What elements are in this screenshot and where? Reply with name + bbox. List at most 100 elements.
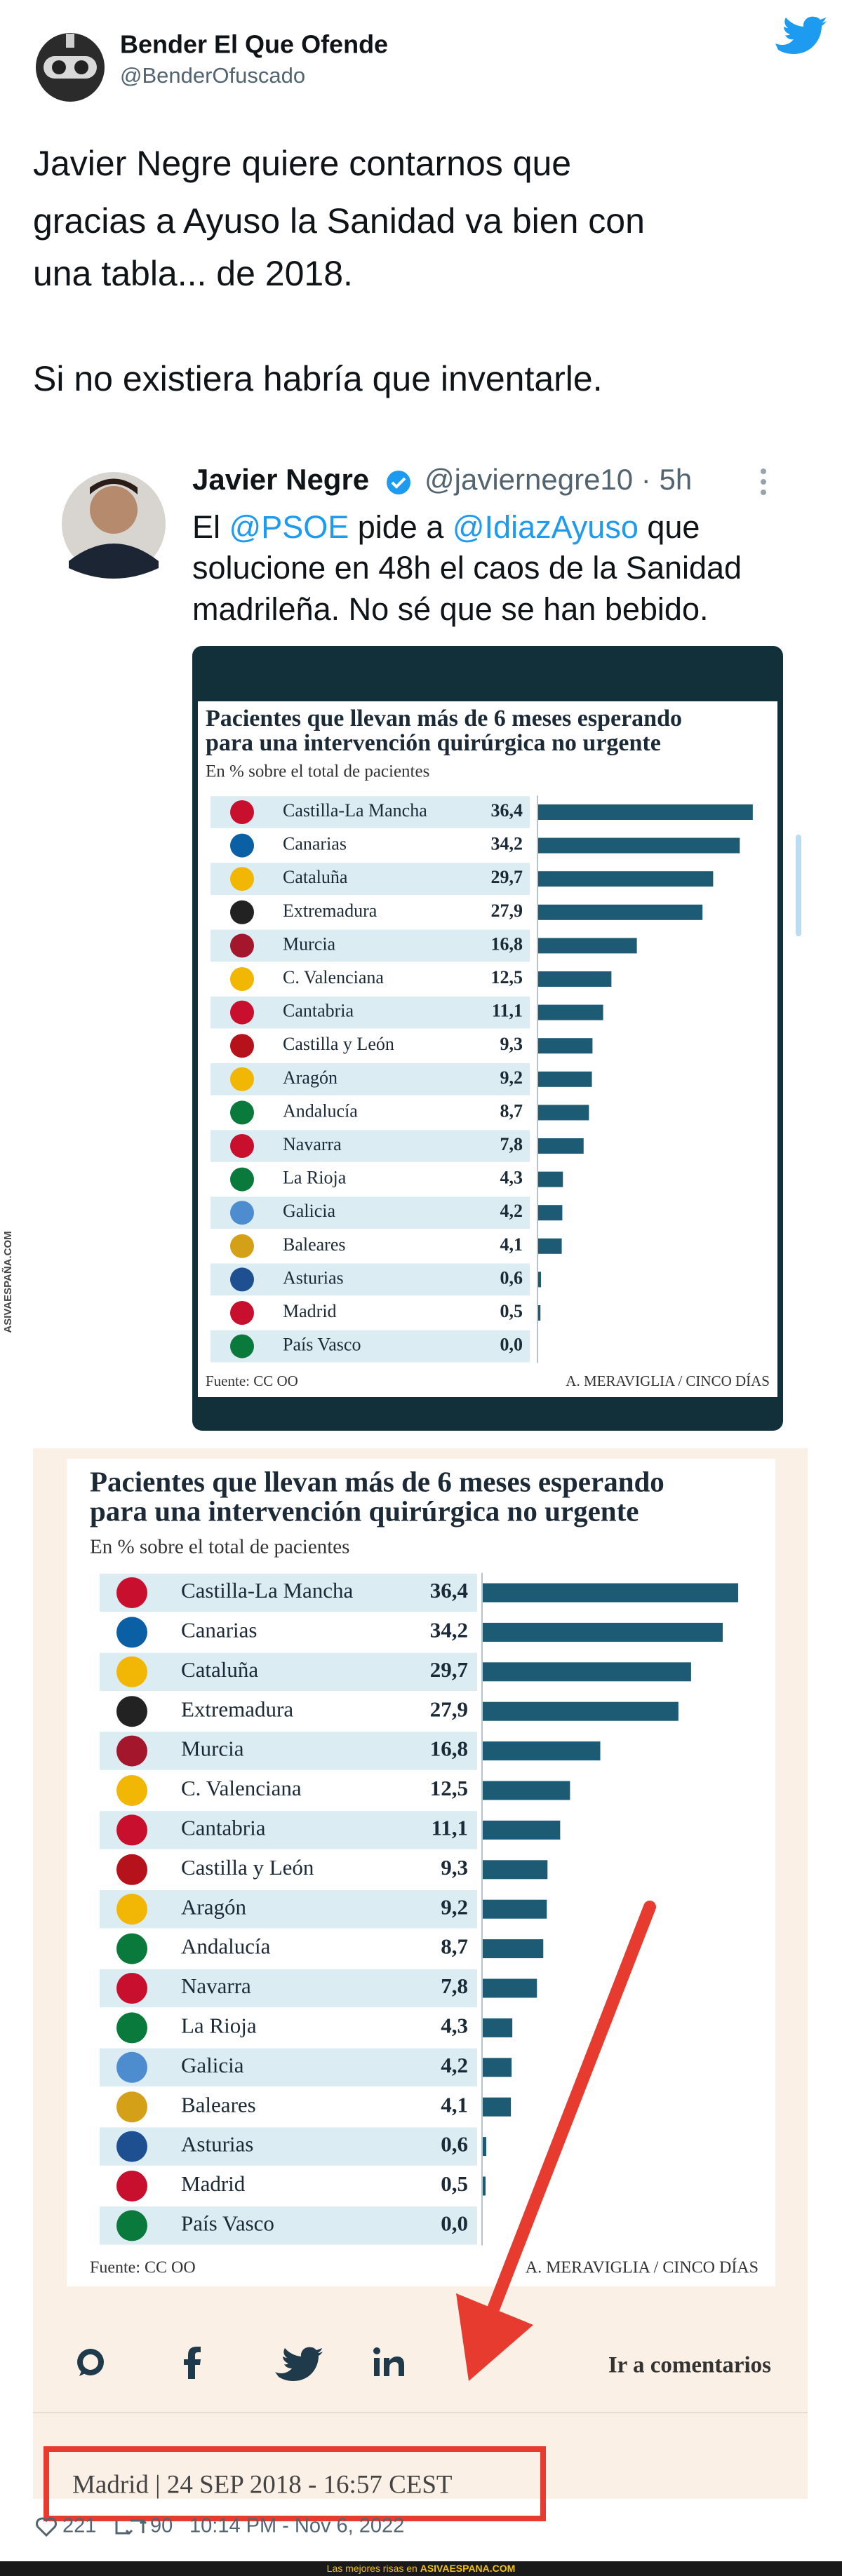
region-emblem [230, 1267, 254, 1292]
row-band [210, 829, 530, 862]
value-label: 12,5 [491, 967, 523, 987]
quoted-meta: @javiernegre10 · 5h [425, 463, 692, 496]
row-band [100, 1652, 477, 1691]
value-label: 7,8 [441, 1974, 468, 1998]
region-emblem [116, 2091, 147, 2123]
category-label: Navarra [181, 1974, 251, 1998]
whatsapp-icon[interactable] [77, 2349, 104, 2376]
value-label: 0,0 [441, 2211, 468, 2236]
value-label: 8,7 [500, 1100, 523, 1121]
row-band [100, 1692, 477, 1731]
region-emblem [116, 1933, 147, 1964]
region-emblem [116, 2171, 147, 2201]
more-menu[interactable] [761, 468, 766, 495]
text-segment: El [192, 509, 229, 545]
chart-source: Fuente: CC OO [206, 1373, 298, 1389]
category-label: La Rioja [283, 1168, 347, 1188]
region-emblem [230, 967, 254, 991]
comments-link[interactable]: Ir a comentarios [608, 2353, 771, 2378]
arrow-shaft [485, 1901, 656, 2321]
value-label: 29,7 [491, 867, 523, 887]
category-label: C. Valenciana [181, 1776, 302, 1800]
region-emblem [116, 1894, 147, 1925]
row-band [210, 1230, 530, 1262]
bar [537, 1272, 542, 1288]
scrollbar [796, 835, 801, 936]
region-emblem [230, 1067, 254, 1091]
mention: @PSOE [229, 509, 349, 545]
category-label: Murcia [181, 1737, 244, 1761]
verified-check [391, 477, 406, 489]
value-label: 4,1 [500, 1234, 523, 1255]
bar [537, 1071, 592, 1087]
bar [537, 804, 753, 820]
bar [482, 1939, 544, 1959]
arrow-head [456, 2293, 533, 2381]
twitter-logo[interactable] [775, 16, 827, 55]
author-name[interactable]: Bender El Que Ofende [120, 30, 388, 59]
bar [537, 904, 703, 920]
value-label: 0,6 [441, 2132, 468, 2157]
bar [537, 938, 637, 954]
category-label: Asturias [181, 2132, 253, 2157]
like-count: 221 [62, 2515, 96, 2537]
retweet-icon[interactable] [115, 2518, 147, 2535]
region-emblem [116, 1696, 147, 1727]
bar [537, 971, 612, 987]
facebook-icon[interactable] [184, 2347, 201, 2379]
bar [482, 1978, 537, 1998]
value-label: 27,9 [491, 901, 523, 921]
category-label: Castilla-La Mancha [283, 800, 427, 821]
category-label: Extremadura [181, 1697, 293, 1721]
text-segment: pide a [349, 509, 453, 545]
author-handle[interactable]: @BenderOfuscado [120, 63, 305, 88]
footer-segment: ASIVAESPANA.COM [420, 2563, 516, 2574]
value-label: 4,3 [441, 2014, 468, 2038]
retweet-count: 90 [150, 2515, 173, 2537]
bar [537, 871, 714, 887]
chart-title: Pacientes que llevan más de 6 meses espe… [90, 1465, 664, 1497]
mention: @IdiazAyuso [453, 509, 639, 545]
row-band [210, 896, 530, 929]
linkedin-icon[interactable] [373, 2347, 404, 2376]
region-emblem [230, 800, 254, 824]
timestamp: 10:14 PM - Nov 6, 2022 [189, 2515, 404, 2537]
row-band [210, 863, 530, 895]
avatar[interactable] [36, 33, 105, 102]
region-emblem [230, 1134, 254, 1158]
region-emblem [230, 1234, 254, 1258]
chart-subtitle: En % sobre el total de pacientes [206, 762, 429, 781]
row-band [210, 963, 530, 995]
value-label: 9,2 [500, 1067, 523, 1088]
region-emblem [230, 867, 254, 891]
value-label: 16,8 [430, 1737, 468, 1761]
region-emblem [116, 2210, 147, 2241]
row-band [100, 1573, 477, 1612]
bar [537, 1205, 563, 1221]
bar [537, 1004, 603, 1020]
verified-badge [387, 471, 410, 494]
region-emblem [116, 1656, 147, 1687]
like-icon[interactable] [36, 2517, 57, 2537]
chart-source: Fuente: CC OO [90, 2259, 196, 2277]
chart-subtitle: En % sobre el total de pacientes [90, 1536, 349, 1558]
twitter-share-icon[interactable] [275, 2347, 323, 2381]
region-emblem [230, 1167, 254, 1192]
region-emblem [230, 1000, 254, 1025]
value-label: 11,1 [431, 1816, 468, 1840]
category-label: Galicia [181, 2053, 244, 2077]
highlight-box [44, 2446, 546, 2521]
quoted-author: Javier Negre [192, 463, 369, 496]
category-label: Canarias [283, 834, 347, 854]
category-label: País Vasco [181, 2211, 274, 2236]
bar [482, 1781, 570, 1800]
row-band [210, 1297, 530, 1329]
bar [482, 1820, 561, 1840]
row-band [210, 796, 530, 828]
tweet-text-line: una tabla... de 2018. [33, 254, 353, 293]
watermark: ASIVAESPAÑA.COM [1, 1231, 14, 1333]
row-band [100, 2009, 477, 2047]
row-band [210, 1163, 530, 1196]
row-band [210, 996, 530, 1029]
category-label: Baleares [283, 1234, 346, 1255]
